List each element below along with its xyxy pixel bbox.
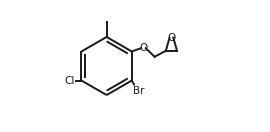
Text: O: O [167,33,176,43]
Text: O: O [139,43,147,53]
Text: Cl: Cl [64,76,75,86]
Text: Br: Br [133,86,145,96]
